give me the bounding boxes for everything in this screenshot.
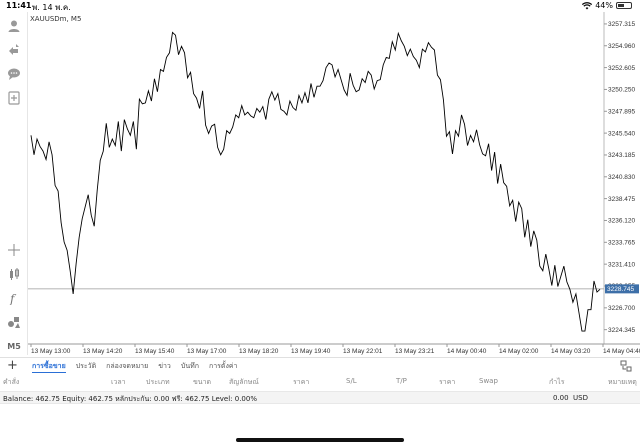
price-tick-label: 3224.345	[608, 327, 635, 334]
status-indicators: 44%	[582, 1, 632, 10]
chart-type-icon[interactable]	[4, 264, 24, 284]
col-time: เวลา	[111, 378, 126, 386]
timeframe-button[interactable]: M5	[4, 336, 24, 356]
time-tick-label: 13 May 15:40	[135, 348, 175, 355]
price-line-series	[30, 31, 601, 332]
col-comment: หมายเหตุ	[608, 378, 637, 386]
price-tick-label: 3245.540	[608, 130, 635, 137]
col-price: ราคา	[293, 378, 310, 386]
price-tick-label: 3250.250	[608, 87, 635, 94]
tab-mailbox[interactable]: กล่องจดหมาย	[106, 362, 149, 370]
price-chart[interactable]: 3257.315 3254.960 3252.605 3250.250 3247.895…	[28, 12, 640, 355]
status-bar: 11:41 พ. 14 พ.ค. 44%	[0, 0, 640, 12]
col-type: ประเภท	[146, 378, 170, 386]
tab-trade[interactable]: การซื้อขาย	[32, 361, 66, 373]
time-tick-label: 13 May 22:01	[343, 348, 383, 355]
left-toolbar: f M5	[0, 12, 28, 355]
time-tick-label: 13 May 14:20	[83, 348, 123, 355]
price-tick-label: 3257.315	[608, 21, 635, 28]
time-tick-label: 14 May 02:00	[499, 348, 539, 355]
col-volume: ขนาด	[193, 378, 212, 386]
current-price-label: 3228.745	[607, 286, 634, 293]
price-tick-label: 3233.765	[608, 240, 635, 247]
price-tick-label: 3247.895	[608, 108, 635, 115]
price-tick-label: 3231.410	[608, 261, 635, 268]
objects-icon[interactable]	[4, 312, 24, 332]
price-tick-label: 3240.830	[608, 174, 635, 181]
col-order: คำสั่ง	[3, 378, 20, 386]
col-symbol: สัญลักษณ์	[229, 378, 259, 386]
time-tick-label: 13 May 19:40	[291, 348, 331, 355]
time-tick-label: 14 May 03:20	[551, 348, 591, 355]
price-tick-label: 3236.120	[608, 218, 635, 225]
chat-icon[interactable]	[4, 64, 24, 84]
time-axis: 13 May 13:00 13 May 14:20 13 May 15:40 13 M…	[30, 344, 640, 355]
chart-canvas[interactable]: 3257.315 3254.960 3252.605 3250.250 3247.895…	[28, 12, 640, 355]
time-tick-label: 13 May 17:00	[187, 348, 227, 355]
price-tick-label: 3254.960	[608, 43, 635, 50]
tabs: การซื้อขาย ประวัติ กล่องจดหมาย ข่าว บันท…	[32, 361, 237, 373]
time-tick-label: 14 May 00:40	[447, 348, 487, 355]
current-price-badge	[605, 284, 639, 294]
price-tick-label: 3238.475	[608, 196, 635, 203]
status-time: 11:41	[6, 1, 32, 10]
crosshair-icon[interactable]	[4, 240, 24, 260]
timeframe-label: M5	[7, 341, 21, 351]
indicator-icon[interactable]: f	[4, 288, 24, 308]
wifi-icon	[582, 1, 593, 9]
col-current-price: ราคา	[439, 378, 456, 386]
tab-news[interactable]: ข่าว	[158, 362, 171, 370]
col-profit: กำไร	[549, 378, 565, 386]
bottom-panel-tabs: + การซื้อขาย ประวัติ กล่องจดหมาย ข่าว บั…	[0, 357, 640, 373]
battery-percent: 44%	[595, 1, 613, 10]
price-tick-label: 3243.185	[608, 152, 635, 159]
status-date: พ. 14 พ.ค.	[32, 3, 71, 12]
balance-row: Balance: 462.75 Equity: 462.75 หลักประกั…	[0, 391, 640, 404]
price-tick-label: 3252.605	[608, 65, 635, 72]
account-icon[interactable]	[4, 16, 24, 36]
tab-journal[interactable]: บันทึก	[180, 362, 199, 370]
home-indicator	[236, 438, 404, 442]
time-tick-label: 14 May 04:40	[603, 348, 640, 355]
time-tick-label: 13 May 23:21	[395, 348, 435, 355]
add-button[interactable]: +	[7, 358, 18, 373]
symbol-label: XAUUSDm, M5	[30, 15, 82, 23]
positions-column-header: คำสั่ง เวลา ประเภท ขนาด สัญลักษณ์ ราคา S…	[0, 376, 640, 388]
time-tick-label: 13 May 13:00	[31, 348, 71, 355]
time-tick-label: 13 May 18:20	[239, 348, 279, 355]
col-tp: T/P	[396, 377, 407, 385]
tab-settings[interactable]: การตั้งค่า	[208, 362, 238, 370]
battery-icon	[616, 2, 632, 9]
col-sl: S/L	[346, 377, 357, 385]
total-profit: 0.00 USD	[553, 394, 588, 402]
tab-history[interactable]: ประวัติ	[75, 362, 97, 370]
layout-icon[interactable]	[620, 360, 632, 372]
price-tick-label: 3226.700	[608, 305, 635, 312]
trade-icon[interactable]	[4, 40, 24, 60]
col-swap: Swap	[479, 377, 498, 385]
new-order-icon[interactable]	[4, 88, 24, 108]
balance-summary: Balance: 462.75 Equity: 462.75 หลักประกั…	[3, 395, 257, 403]
svg-text:f: f	[9, 292, 17, 305]
